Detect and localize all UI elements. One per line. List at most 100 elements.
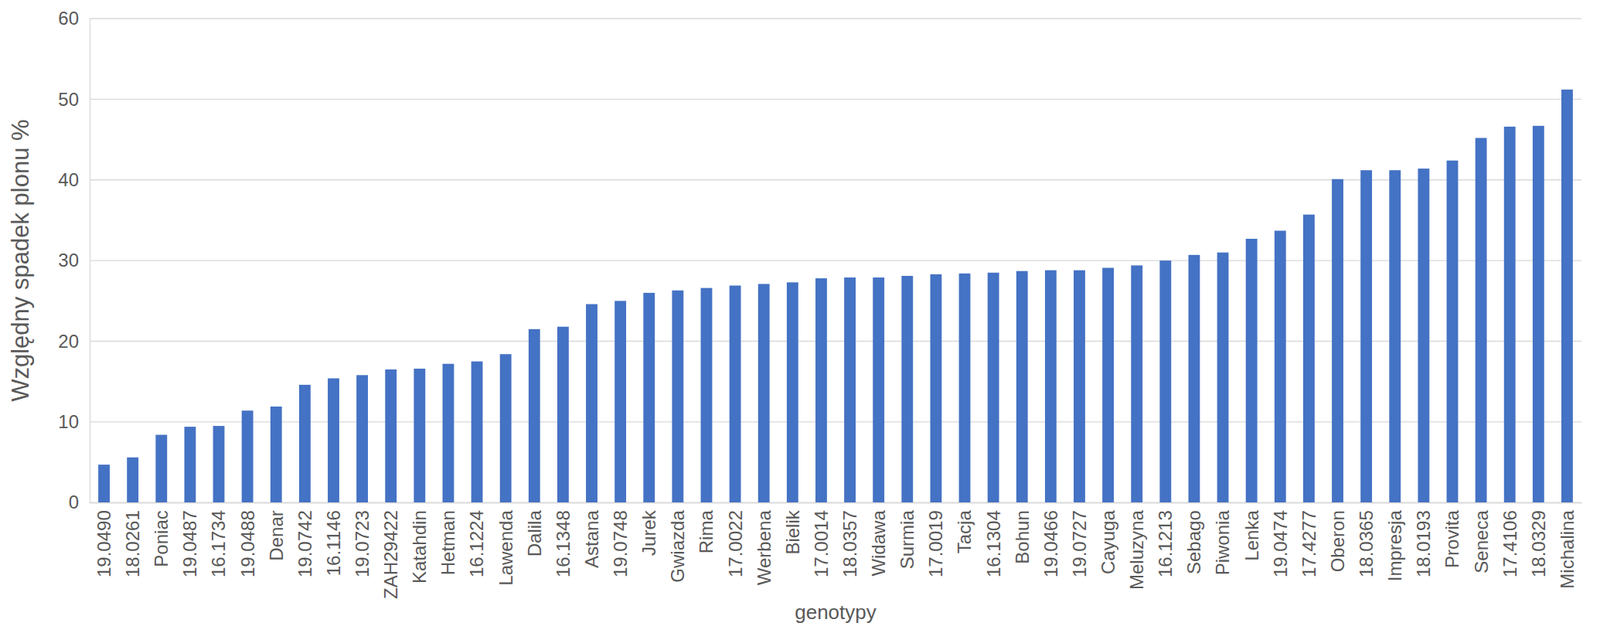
x-tick: Cayuga [1097,502,1119,575]
x-tick-label: 16.1224 [466,510,487,578]
x-tick: ZAH29422 [380,502,402,600]
x-tick-label: 17.0019 [925,510,947,578]
y-tick: 60 [57,7,90,29]
bar [1045,270,1057,504]
x-tick: 17.4277 [1298,502,1320,578]
x-tick-label: 19.0488 [237,510,259,578]
x-tick: Denar [265,502,287,561]
x-tick-label: Hetman [437,510,459,576]
x-tick: Tacja [953,502,975,554]
bar [528,329,541,503]
y-axis: 0 10 20 30 40 50 60 [57,7,90,513]
bar [1245,238,1258,503]
bar [1217,252,1229,504]
x-tick-label: 18.0193 [1412,510,1434,578]
x-axis: 19.049018.0261Poniac19.048716.173419.048… [90,502,1583,600]
x-tick-label: 18.0365 [1355,510,1377,578]
bar [701,288,713,504]
x-tick-label: 16.1734 [207,510,229,578]
x-tick-label: Meluzyna [1126,510,1148,590]
x-tick-label: 19.0487 [179,510,201,578]
x-tick: Werbena [753,502,775,586]
bar [557,326,569,504]
x-tick: 17.0022 [724,502,746,578]
x-tick: Meluzyna [1126,502,1148,590]
x-tick: 16.1348 [552,502,574,578]
y-tick: 20 [57,330,90,352]
x-tick: Provita [1441,502,1463,569]
bar [327,378,340,504]
x-tick: 16.1213 [1154,502,1176,578]
bar [241,410,254,503]
x-tick-label: Dalila [524,510,545,558]
bar [1360,170,1372,503]
x-axis-line [90,502,1583,504]
x-tick-label: Denar [265,510,287,561]
bar [929,274,942,503]
x-tick: 19.0727 [1068,502,1090,578]
x-tick-label: Werbena [753,510,775,586]
x-tick-label: Seneca [1470,510,1492,574]
x-tick-label: 19.0727 [1068,510,1090,578]
y-tick-label: 20 [57,330,79,352]
x-tick: Impresja [1384,502,1406,582]
x-tick: Bielik [782,502,804,555]
x-tick: 19.0474 [1269,502,1291,578]
x-tick-label: Cayuga [1097,510,1119,575]
x-tick: Surmia [896,502,918,569]
x-tick: 18.0193 [1412,502,1434,578]
x-tick-label: Gwiazda [667,510,688,583]
bar [671,290,684,504]
x-tick: 17.4106 [1499,502,1521,578]
y-axis-line [89,19,91,504]
grid [89,18,1582,503]
x-tick: 16.1304 [983,502,1005,578]
y-tick: 30 [57,249,90,271]
grid-line [89,340,1582,342]
x-axis-title: genotypy [794,600,877,624]
x-tick: Piwonia [1211,502,1233,576]
grid-line [89,17,1582,19]
x-tick: Lawenda [495,502,517,586]
x-tick-label: 19.0490 [93,510,115,578]
x-tick-label: 19.0742 [294,510,316,578]
x-tick-label: Impresja [1384,510,1406,583]
x-tick-label: Lawenda [495,510,517,586]
x-tick: 19.0487 [179,502,201,578]
x-tick: 16.1224 [466,502,487,578]
x-tick-label: Piwonia [1211,510,1233,576]
x-tick-label: Oberon [1327,510,1349,572]
bar [98,464,110,503]
y-tick: 10 [57,411,90,433]
x-tick: Dalila [524,502,545,557]
x-tick: Sebago [1183,502,1205,575]
bar [1188,255,1201,503]
x-tick-label: Provita [1441,510,1463,569]
x-tick: Katahdin [408,502,430,584]
bar [356,374,368,503]
bar [126,457,139,503]
bar [901,275,913,503]
x-tick-label: 16.1146 [323,510,344,576]
bar [1159,260,1172,503]
y-tick: 40 [57,169,90,191]
bar [585,303,598,503]
x-tick: 18.0261 [122,502,143,578]
x-tick: 17.0019 [925,502,947,578]
y-axis-title: Względny spadek plonu % [6,119,35,402]
x-tick: Widawa [868,502,889,576]
x-tick: 16.1146 [323,502,344,576]
x-tick-label: Lenka [1241,510,1263,562]
x-tick: Hetman [437,502,459,576]
y-tick: 50 [57,88,90,110]
bar [643,292,655,503]
bar [1504,126,1516,503]
x-tick: 18.0329 [1528,502,1549,578]
y-tick: 0 [68,491,90,513]
x-tick-label: Bielik [782,509,804,555]
bar [413,368,426,503]
bars [98,89,1573,503]
bar [1331,179,1344,504]
x-tick: Bohun [1011,502,1033,564]
grid-line [89,179,1582,181]
